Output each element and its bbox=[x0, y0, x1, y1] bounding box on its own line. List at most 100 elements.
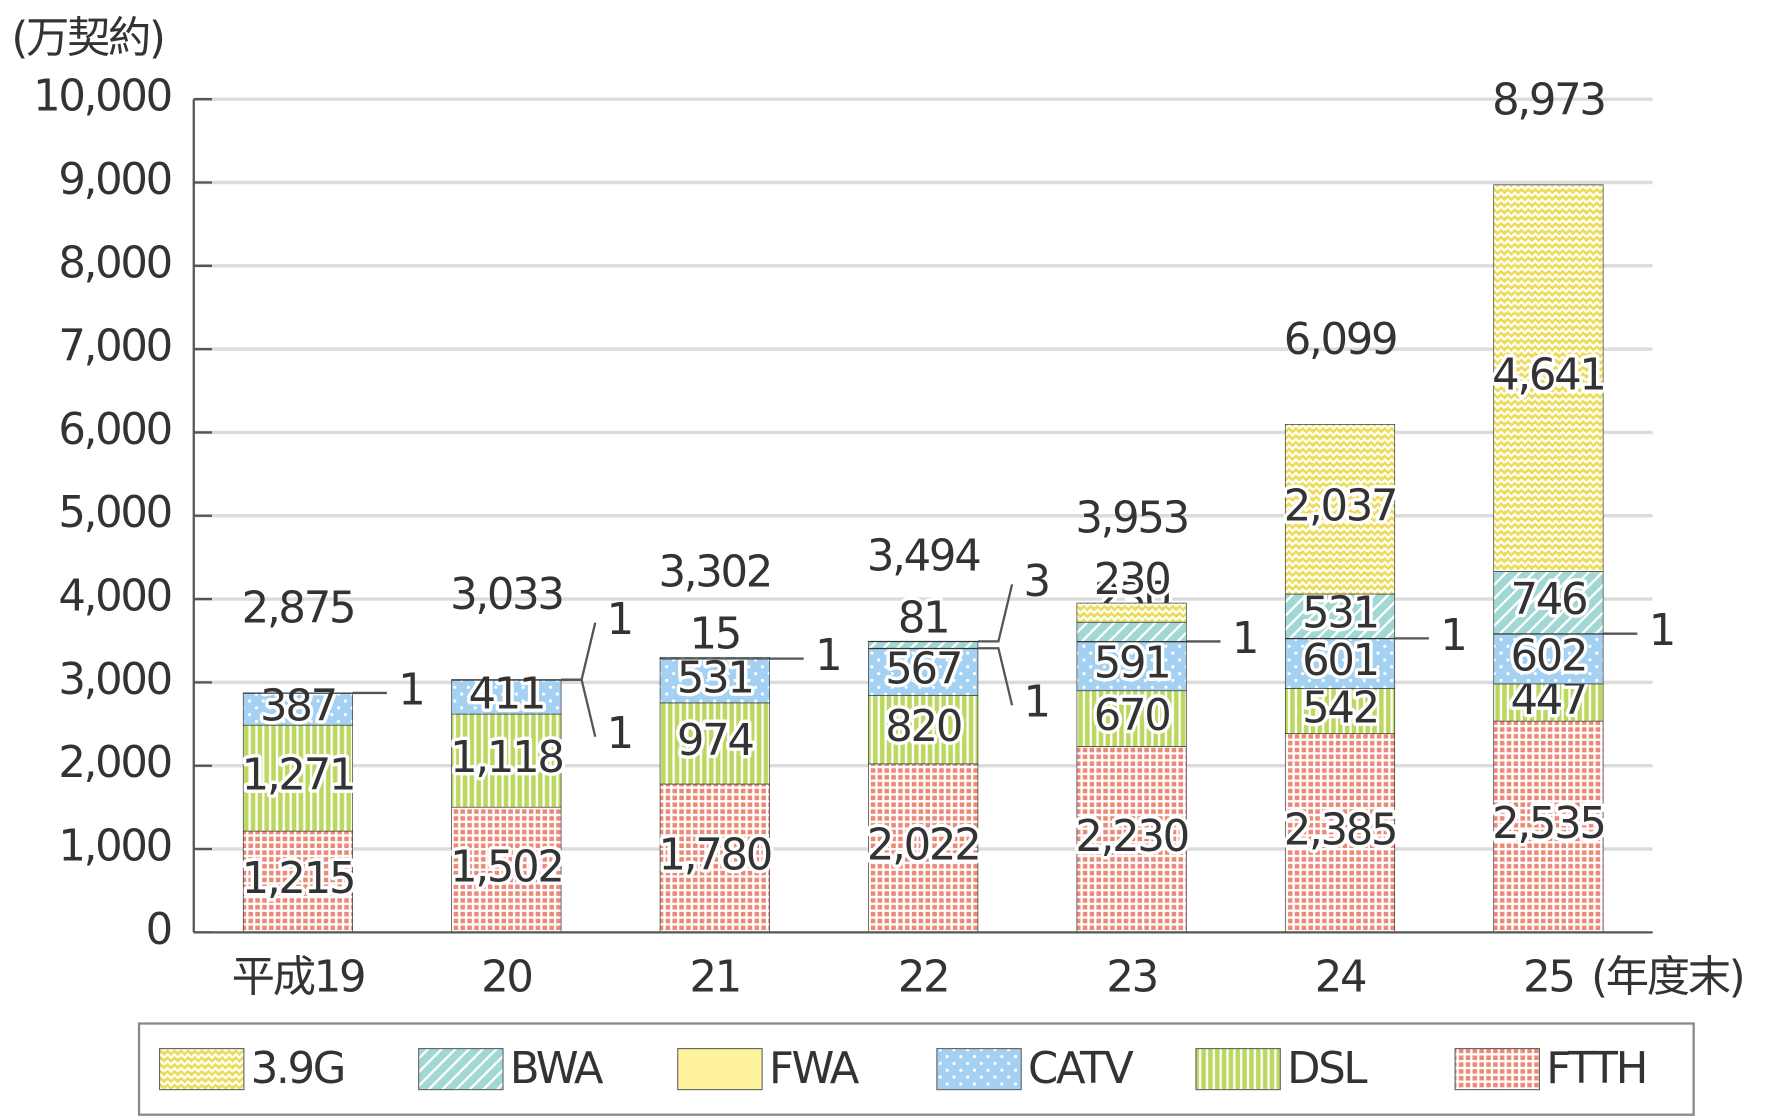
y-tick-label: 2,000 bbox=[58, 738, 171, 788]
x-tick-label: 24 bbox=[1315, 953, 1366, 1003]
bar-segment bbox=[868, 647, 979, 696]
legend-swatch bbox=[1454, 1048, 1540, 1091]
x-tick-label: 21 bbox=[690, 953, 741, 1003]
value-label: 2,535 bbox=[1492, 799, 1605, 849]
value-label: 602 bbox=[1511, 631, 1587, 681]
value-label: 1 bbox=[607, 595, 632, 645]
legend-label: FTTH bbox=[1546, 1044, 1646, 1094]
bar-segment bbox=[451, 806, 562, 933]
y-axis-label: (万契約) bbox=[11, 14, 163, 64]
bar-segment bbox=[451, 679, 562, 681]
x-axis-label: (年度末) bbox=[1591, 953, 1743, 1003]
value-label: 531 bbox=[677, 653, 753, 703]
value-label: 2,037 bbox=[1284, 482, 1397, 532]
value-label: 1 bbox=[1232, 614, 1257, 664]
y-tick-label: 7,000 bbox=[58, 322, 171, 372]
value-label: 1 bbox=[607, 709, 632, 759]
value-label: 1,118 bbox=[450, 733, 563, 783]
total-label: 8,973 bbox=[1492, 75, 1605, 125]
legend-label: CATV bbox=[1028, 1044, 1134, 1094]
legend-swatch bbox=[418, 1048, 504, 1091]
value-label: 230 bbox=[1094, 555, 1170, 605]
bar-segment bbox=[1493, 184, 1604, 572]
y-tick-label: 10,000 bbox=[33, 72, 171, 122]
value-label: 2,230 bbox=[1075, 812, 1188, 862]
bar-segment bbox=[242, 724, 354, 832]
value-label: 567 bbox=[885, 644, 961, 694]
y-tick-label: 5,000 bbox=[58, 488, 171, 538]
value-label: 3 bbox=[1023, 557, 1048, 607]
total-label: 3,494 bbox=[867, 532, 980, 582]
value-label: 1,780 bbox=[659, 831, 772, 881]
value-label: 1 bbox=[1440, 611, 1465, 661]
legend-swatch bbox=[158, 1048, 245, 1091]
y-tick-label: 3,000 bbox=[58, 655, 171, 705]
value-label: 601 bbox=[1302, 636, 1378, 686]
legend-swatch bbox=[1195, 1048, 1281, 1091]
bar-segment bbox=[451, 679, 562, 715]
value-label: 542 bbox=[1302, 684, 1378, 734]
legend-label: FWA bbox=[769, 1044, 860, 1094]
bar-segment bbox=[868, 695, 979, 765]
bar-segment bbox=[1284, 688, 1396, 734]
leader-line bbox=[561, 622, 597, 681]
x-tick-label: 22 bbox=[898, 953, 949, 1003]
bar-segment bbox=[1284, 593, 1396, 639]
bar-segment bbox=[1076, 690, 1187, 747]
bar-segment bbox=[1076, 641, 1187, 692]
value-label: 1 bbox=[1649, 606, 1674, 656]
y-tick-label: 9,000 bbox=[58, 155, 171, 205]
legend-label: 3.9G bbox=[251, 1044, 344, 1094]
x-tick-label: 25 bbox=[1523, 953, 1574, 1003]
legend-box bbox=[137, 1022, 1695, 1116]
value-label: 820 bbox=[885, 702, 961, 752]
value-label: 1,271 bbox=[242, 751, 355, 801]
bar-segment bbox=[659, 702, 770, 785]
bar-segment bbox=[1493, 683, 1604, 722]
bar-segment bbox=[451, 713, 562, 808]
bar-segment bbox=[1493, 571, 1604, 634]
total-label: 3,033 bbox=[450, 570, 563, 620]
legend-swatch bbox=[936, 1048, 1022, 1091]
value-label: 2,385 bbox=[1284, 805, 1397, 855]
bar-segment bbox=[1076, 602, 1187, 623]
y-tick-label: 6,000 bbox=[58, 405, 171, 455]
x-tick-label: 23 bbox=[1106, 953, 1157, 1003]
x-tick-label: 20 bbox=[481, 953, 532, 1003]
value-label: 1 bbox=[1023, 678, 1048, 728]
bar-segment bbox=[659, 783, 770, 933]
value-label: 591 bbox=[1094, 639, 1170, 689]
y-tick-label: 8,000 bbox=[58, 238, 171, 288]
leader-line bbox=[977, 584, 1014, 643]
bar-segment bbox=[868, 763, 979, 933]
y-tick-label: 1,000 bbox=[58, 822, 171, 872]
bar-segment bbox=[868, 640, 979, 643]
value-label: 531 bbox=[1302, 589, 1378, 639]
y-tick-label: 4,000 bbox=[58, 572, 171, 622]
value-label: 387 bbox=[260, 682, 336, 732]
bar-segment bbox=[659, 658, 770, 704]
legend-label: DSL bbox=[1287, 1044, 1367, 1094]
value-label: 974 bbox=[677, 716, 754, 766]
bar-segment bbox=[1493, 633, 1604, 685]
value-label: 670 bbox=[1094, 691, 1170, 741]
total-label: 3,302 bbox=[659, 548, 772, 598]
bar-segment bbox=[1284, 638, 1396, 689]
value-label: 2,022 bbox=[867, 821, 980, 871]
value-label: 1 bbox=[815, 631, 840, 681]
x-tick-label: 平成19 bbox=[232, 953, 365, 1003]
bar-segment bbox=[1076, 621, 1187, 642]
value-label: 15 bbox=[690, 609, 741, 659]
value-label: 411 bbox=[468, 669, 544, 719]
total-label: 3,953 bbox=[1075, 494, 1188, 544]
value-label: 1,502 bbox=[450, 842, 563, 892]
bar-segment bbox=[1284, 733, 1396, 933]
value-label: 1,215 bbox=[242, 854, 355, 904]
leader-line bbox=[561, 678, 597, 738]
legend-label: BWA bbox=[510, 1044, 604, 1094]
bar-segment bbox=[242, 692, 354, 694]
leader-line bbox=[977, 647, 1014, 706]
y-tick-label: 0 bbox=[146, 905, 171, 955]
